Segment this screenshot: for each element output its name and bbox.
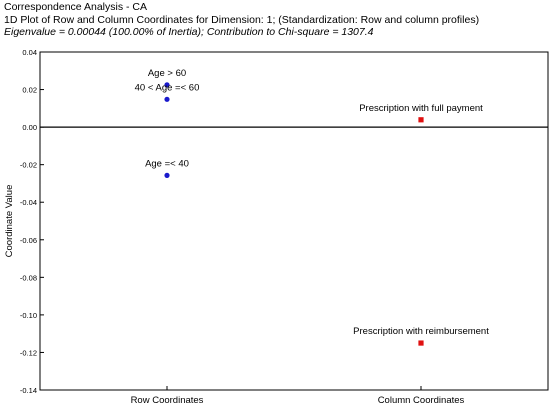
data-point	[418, 117, 424, 123]
point-label: Age > 60	[148, 68, 186, 79]
chart-title: Correspondence Analysis - CA	[4, 1, 147, 13]
y-axis-label: Coordinate Value	[4, 185, 15, 258]
y-tick-label: -0.08	[20, 273, 37, 282]
plot-frame	[39, 51, 549, 391]
y-tick-label: -0.02	[20, 161, 37, 170]
y-tick-label: -0.10	[20, 311, 37, 320]
x-tick-label: Row Coordinates	[131, 395, 204, 406]
point-label: 40 < Age =< 60	[135, 82, 200, 93]
x-tick-label: Column Coordinates	[378, 395, 465, 406]
data-point	[164, 172, 170, 178]
data-point	[418, 340, 424, 346]
point-label: Prescription with full payment	[359, 103, 483, 114]
data-point	[164, 96, 170, 102]
chart-subtitle: 1D Plot of Row and Column Coordinates fo…	[4, 13, 480, 26]
y-tick-label: -0.14	[20, 386, 37, 395]
chart-stats: Eigenvalue = 0.00044 (100.00% of Inertia…	[4, 26, 374, 38]
chart-header: Correspondence Analysis - CA 1D Plot of …	[4, 1, 479, 39]
data-point	[164, 82, 170, 88]
y-tick-label: 0.02	[22, 86, 37, 95]
y-tick-label: -0.06	[20, 236, 37, 245]
y-tick-label: -0.12	[20, 348, 37, 357]
y-tick-label: 0.04	[22, 48, 37, 57]
y-tick-label: 0.00	[22, 123, 37, 132]
y-tick-label: -0.04	[20, 198, 37, 207]
point-label: Prescription with reimbursement	[353, 326, 489, 337]
point-label: Age =< 40	[145, 158, 189, 169]
